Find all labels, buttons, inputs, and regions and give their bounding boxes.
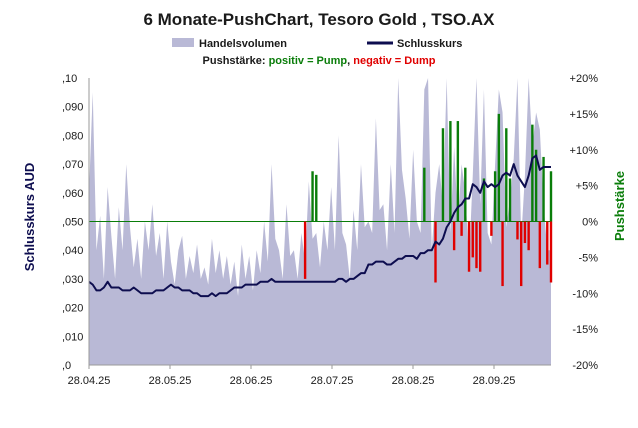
push-bar-negative bbox=[460, 221, 463, 236]
y-axis-right-ticks: -20% -15% -10% -5% 0% +5% +10% +15% +20% bbox=[570, 73, 599, 372]
push-bar-positive bbox=[534, 149, 538, 222]
y-tick-left: ,080 bbox=[62, 130, 83, 142]
push-bar-negative bbox=[527, 221, 530, 251]
push-bar-positive bbox=[456, 121, 460, 222]
y-tick-right: +20% bbox=[570, 73, 599, 85]
y-axis-right-title: Pushstärke bbox=[612, 171, 627, 241]
push-bar-negative bbox=[475, 221, 478, 269]
push-bar-positive bbox=[497, 113, 501, 222]
y-tick-left: ,070 bbox=[62, 159, 83, 171]
x-tick-label: 28.06.25 bbox=[230, 375, 273, 387]
chart-title: 6 Monate-PushChart, Tesoro Gold , TSO.AX bbox=[143, 10, 495, 29]
y-axis-left-title: Schlusskurs AUD bbox=[22, 163, 37, 272]
push-bar-positive bbox=[315, 174, 318, 222]
push-bar-positive bbox=[493, 171, 497, 222]
volume-area bbox=[89, 78, 551, 365]
y-tick-right: +15% bbox=[570, 109, 599, 121]
legend-close-label: Schlusskurs bbox=[397, 38, 462, 50]
x-tick-label: 28.09.25 bbox=[473, 375, 516, 387]
push-bar-negative bbox=[471, 221, 474, 258]
push-bar-positive bbox=[542, 156, 545, 222]
x-axis-ticks: 28.04.25 28.05.25 28.06.25 28.07.25 28.08.25… bbox=[68, 365, 516, 387]
push-bar-negative bbox=[479, 221, 482, 272]
y-tick-right: -5% bbox=[578, 252, 598, 264]
push-legend-prefix: Pushstärke: bbox=[203, 55, 269, 67]
close-price-line bbox=[88, 154, 551, 298]
push-bar-positive bbox=[311, 171, 314, 222]
push-bar-positive bbox=[508, 178, 512, 222]
push-legend-positive: positiv = Pump bbox=[269, 55, 348, 67]
push-bar-negative bbox=[452, 221, 456, 251]
push-bar-negative bbox=[549, 221, 553, 283]
y-tick-left: ,0 bbox=[62, 360, 71, 372]
push-bar-positive bbox=[531, 124, 534, 222]
push-legend-negative: negativ = Dump bbox=[353, 55, 435, 67]
push-bar-positive bbox=[549, 171, 553, 222]
push-bar-negative bbox=[467, 221, 471, 272]
legend-volume-swatch bbox=[172, 38, 194, 47]
y-tick-left: ,010 bbox=[62, 331, 83, 343]
y-tick-right: +5% bbox=[576, 181, 599, 193]
push-bar-negative bbox=[516, 221, 519, 240]
y-tick-left: ,030 bbox=[62, 274, 83, 286]
push-bar-negative bbox=[546, 221, 549, 265]
y-tick-left: ,020 bbox=[62, 303, 83, 315]
x-tick-label: 28.08.25 bbox=[392, 375, 435, 387]
push-bars bbox=[303, 113, 553, 287]
push-bar-negative bbox=[538, 221, 542, 269]
x-tick-label: 28.05.25 bbox=[149, 375, 192, 387]
push-bar-positive bbox=[505, 128, 508, 222]
close-line-group bbox=[88, 154, 551, 298]
legend: Handelsvolumen Schlusskurs bbox=[172, 38, 462, 50]
push-bar-negative bbox=[519, 221, 523, 287]
push-bar-negative bbox=[523, 221, 527, 244]
push-bar-negative bbox=[303, 221, 307, 279]
y-tick-left: ,10 bbox=[62, 73, 77, 85]
y-tick-right: -20% bbox=[572, 360, 598, 372]
legend-volume-label: Handelsvolumen bbox=[199, 38, 287, 50]
y-tick-left: ,060 bbox=[62, 188, 83, 200]
volume-area-group bbox=[89, 78, 551, 365]
push-bar-positive bbox=[464, 167, 467, 222]
axes bbox=[88, 78, 551, 366]
push-bar-positive bbox=[482, 178, 486, 222]
y-tick-right: +10% bbox=[570, 145, 599, 157]
push-legend-separator: , bbox=[347, 55, 353, 67]
x-tick-label: 28.04.25 bbox=[68, 375, 111, 387]
x-tick-label: 28.07.25 bbox=[311, 375, 354, 387]
y-tick-left: ,050 bbox=[62, 217, 83, 229]
push-bar-positive bbox=[449, 121, 452, 222]
y-tick-left: ,040 bbox=[62, 245, 83, 257]
y-tick-left: ,090 bbox=[62, 102, 83, 114]
y-tick-right: -10% bbox=[572, 288, 598, 300]
y-tick-right: -15% bbox=[572, 324, 598, 336]
y-axis-left-ticks: ,0 ,010 ,020 ,030 ,040 ,050 ,060 ,070 ,080 ,090 ,1… bbox=[62, 73, 83, 372]
y-tick-right: 0% bbox=[582, 217, 598, 229]
push-bar-negative bbox=[434, 221, 437, 283]
push-bar-positive bbox=[441, 128, 445, 222]
push-bar-negative bbox=[490, 221, 493, 236]
push-legend: Pushstärke: positiv = Pump, negativ = Du… bbox=[203, 55, 436, 67]
push-bar-positive bbox=[423, 167, 426, 222]
push-bar-negative bbox=[501, 221, 504, 287]
